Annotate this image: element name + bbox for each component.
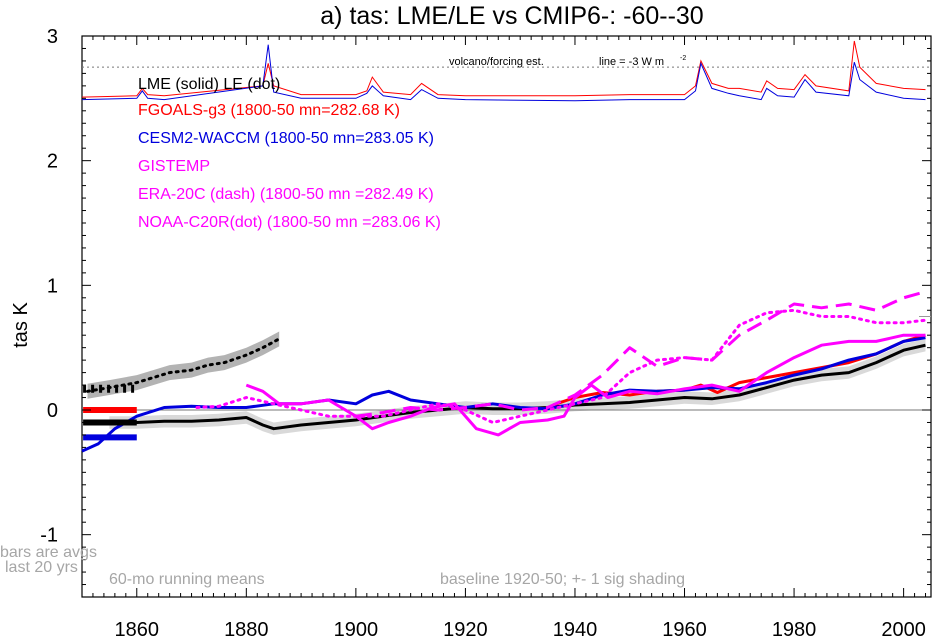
x-tick-label: 1920 xyxy=(443,619,488,641)
series-line xyxy=(195,308,927,424)
x-tick-label: 1980 xyxy=(772,619,817,641)
y-axis-label: tas K xyxy=(10,302,32,348)
bars-note-1: bars are avgs xyxy=(0,544,97,561)
x-tick-label: 1960 xyxy=(662,619,707,641)
x-tick-label: 1860 xyxy=(115,619,160,641)
series-line xyxy=(86,337,281,393)
legend-entry: LME (solid) LE (dot) xyxy=(138,76,280,93)
legend-entry: NOAA-C20R(dot) (1800-50 mn =283.06 K) xyxy=(138,214,441,231)
x-tick-label: 1940 xyxy=(553,619,598,641)
axes: 1860 1880 1900 1920 1940 1960 1980 2000 -1 0 1 2 3 xyxy=(40,26,931,641)
running-means-note: 60-mo running means xyxy=(109,571,265,588)
forcing-line xyxy=(81,40,926,98)
y-tick-label: 2 xyxy=(47,151,58,173)
y-tick-label: -1 xyxy=(40,525,58,547)
legend-entry: CESM2-WACCM (1800-50 mn=283.05 K) xyxy=(138,130,434,147)
plot-area xyxy=(81,35,932,598)
legend-entry: GISTEMP xyxy=(138,158,210,175)
forcing-line-label: line = -3 W m xyxy=(599,56,664,68)
chart-title: a) tas: LME/LE vs CMIP6-: -60--30 xyxy=(320,2,703,30)
legend-entry: ERA-20C (dash) (1800-50 mn =282.49 K) xyxy=(138,186,434,203)
series-lines xyxy=(81,40,927,453)
baseline-note: baseline 1920-50; +- 1 sig shading xyxy=(440,571,685,588)
bars-note-2: last 20 yrs xyxy=(5,559,78,576)
legend: LME (solid) LE (dot) FGOALS-g3 (1800-50 m… xyxy=(138,76,441,231)
plot-frame xyxy=(81,35,932,598)
volcano-label: volcano/forcing est. xyxy=(449,56,544,68)
series-line xyxy=(109,343,926,431)
shade-band xyxy=(109,338,926,435)
forcing-line-label-sup: -2 xyxy=(680,55,686,62)
average-bars xyxy=(83,384,137,441)
x-tick-label: 1900 xyxy=(334,619,379,641)
y-tick-label: 0 xyxy=(47,400,58,422)
legend-entry: FGOALS-g3 (1800-50 mn=282.68 K) xyxy=(138,102,400,119)
forcing-line xyxy=(81,44,926,102)
y-tick-label: 1 xyxy=(47,275,58,297)
series-line xyxy=(355,290,926,418)
x-tick-label: 2000 xyxy=(881,619,926,641)
y-tick-label: 3 xyxy=(47,26,58,48)
x-tick-label: 1880 xyxy=(224,619,269,641)
